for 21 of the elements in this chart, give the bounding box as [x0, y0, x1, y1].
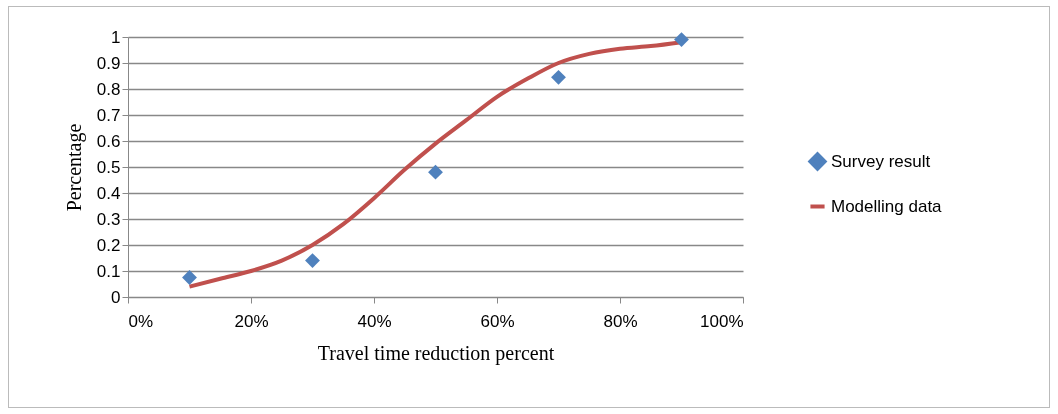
x-tick-label: 40% [357, 311, 392, 331]
y-tick-label: 0.8 [96, 79, 121, 99]
y-tick-label: 0.9 [96, 53, 121, 73]
x-tick-label: 0% [128, 311, 154, 331]
x-tick-label: 60% [480, 311, 515, 331]
legend-label: Modelling data [831, 196, 943, 216]
y-tick-label: 0.2 [96, 235, 121, 255]
x-tick-label: 100% [700, 311, 744, 331]
x-axis-title: Travel time reduction percent [317, 341, 555, 365]
y-tick-label: 0.7 [96, 105, 121, 125]
y-tick-label: 0 [111, 287, 121, 307]
y-tick-label: 0.1 [96, 261, 121, 281]
y-tick-label: 0.4 [96, 183, 121, 203]
y-axis-title: Percentage [62, 123, 86, 212]
y-tick-label: 1 [111, 27, 121, 47]
x-tick-label: 20% [234, 311, 269, 331]
legend-label: Survey result [831, 151, 931, 171]
y-tick-label: 0.5 [96, 157, 121, 177]
x-tick-label: 80% [603, 311, 638, 331]
y-tick-label: 0.3 [96, 209, 121, 229]
y-tick-label: 0.6 [96, 131, 121, 151]
